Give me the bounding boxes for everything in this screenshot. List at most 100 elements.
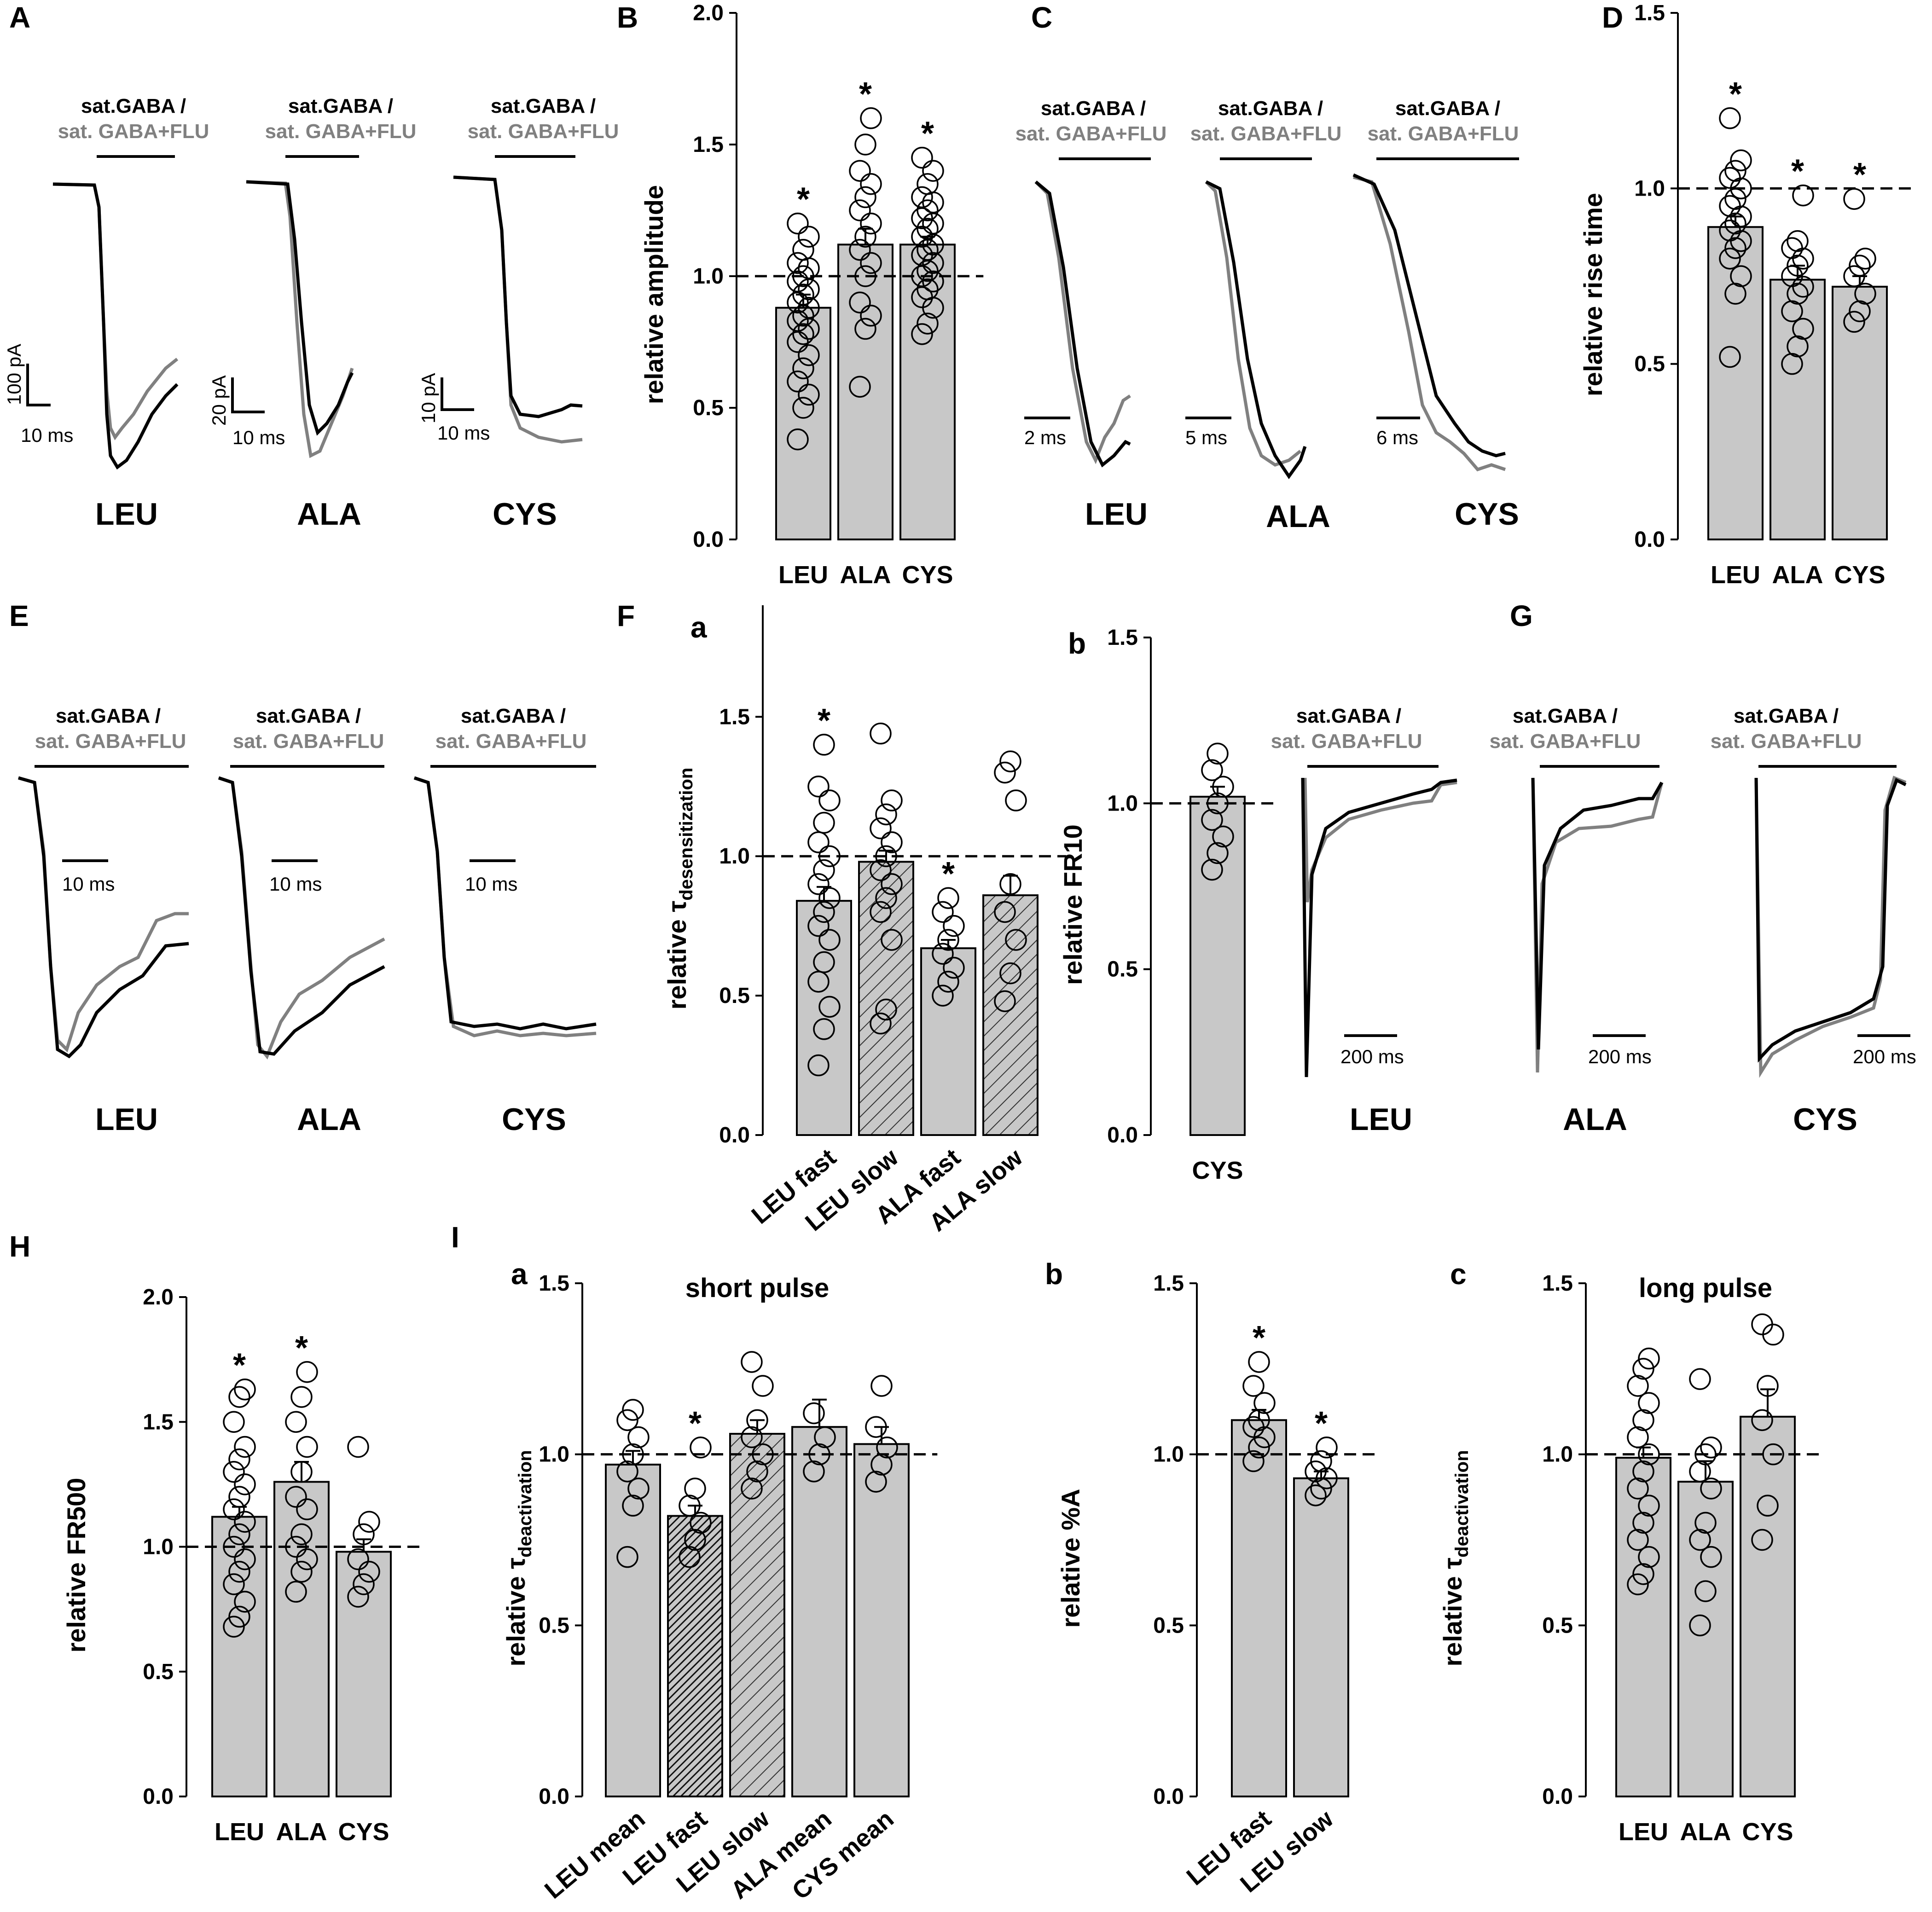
legend-line1: sat.GABA / — [1395, 97, 1500, 120]
data-point — [228, 1448, 250, 1471]
data-point — [813, 811, 835, 834]
data-point — [296, 1548, 318, 1570]
data-point — [1627, 1477, 1649, 1500]
y-axis-label: relative τdeactivation — [501, 1450, 535, 1666]
data-point — [922, 252, 944, 274]
data-point — [881, 873, 903, 895]
data-point — [875, 998, 897, 1021]
data-point — [937, 971, 959, 993]
data-point — [679, 1495, 701, 1517]
trace-flu — [453, 175, 583, 444]
panel-label-Ib: b — [1045, 1257, 1063, 1291]
legend-line2: sat. GABA+FLU — [233, 730, 384, 753]
category-label: LEU — [215, 1818, 264, 1846]
category-label: LEU — [1711, 561, 1760, 589]
scale-x-label: 6 ms — [1376, 427, 1418, 448]
data-point — [1854, 248, 1876, 270]
data-point — [1207, 842, 1229, 864]
bar-leu — [775, 307, 831, 540]
significance-star: * — [1791, 153, 1804, 190]
panel-label-C: C — [1031, 1, 1052, 34]
data-point — [1305, 1460, 1327, 1483]
data-point — [296, 1361, 318, 1383]
category-label: CYS — [1192, 1157, 1243, 1184]
data-point — [798, 226, 820, 248]
bar-cys — [1832, 285, 1888, 540]
data-point — [814, 1426, 836, 1448]
data-point — [798, 296, 820, 319]
trace-control — [52, 182, 179, 470]
bar-cys-mean — [853, 1443, 910, 1798]
trace-flu — [218, 776, 385, 1060]
significance-star: * — [818, 702, 830, 739]
data-point — [1310, 1477, 1332, 1500]
bar-leu-fast — [667, 1515, 723, 1797]
bar-ala-slow — [982, 894, 1039, 1136]
data-point — [792, 305, 814, 327]
y-tick-label: 0.0 — [719, 1123, 750, 1147]
data-point — [1212, 776, 1234, 798]
data-point — [807, 873, 830, 895]
panel-label-I: I — [451, 1221, 459, 1254]
data-point — [876, 1437, 898, 1459]
data-point — [854, 133, 876, 156]
y-tick-label: 2.0 — [693, 1, 724, 25]
data-point — [917, 218, 939, 240]
data-point — [932, 985, 954, 1007]
data-point — [223, 1616, 245, 1638]
data-point — [1843, 311, 1865, 333]
bar-ala — [1770, 278, 1826, 540]
data-point — [1632, 1460, 1654, 1483]
data-point — [228, 1561, 250, 1583]
trace-label: ALA — [1563, 1102, 1627, 1137]
trace-label: ALA — [297, 1102, 361, 1137]
legend-line1: sat.GABA / — [461, 705, 566, 727]
data-point — [860, 107, 882, 129]
data-point — [296, 1436, 318, 1458]
data-point — [1638, 1443, 1660, 1466]
bar-leu-mean — [605, 1463, 661, 1797]
data-point — [228, 1386, 250, 1408]
y-tick-label: 0.5 — [1634, 352, 1665, 377]
data-point — [1310, 1450, 1332, 1472]
scale-x-label: 2 ms — [1024, 427, 1066, 448]
trace-flu — [246, 180, 354, 458]
legend-line2: sat. GABA+FLU — [1190, 122, 1342, 145]
category-label: CYS — [1742, 1818, 1793, 1846]
legend-line2: sat. GABA+FLU — [1015, 122, 1167, 145]
data-point — [1781, 300, 1803, 323]
y-tick-label: 1.5 — [693, 133, 724, 157]
data-point — [1316, 1467, 1338, 1489]
data-point — [792, 284, 814, 306]
data-point — [803, 1460, 825, 1483]
data-point — [347, 1548, 369, 1570]
data-point — [1724, 237, 1746, 259]
y-tick-label: 1.0 — [1153, 1443, 1184, 1467]
data-point — [922, 270, 944, 293]
y-tick-label: 0.5 — [719, 984, 750, 1008]
y-tick-label: 1.0 — [693, 264, 724, 289]
trace-flu — [52, 182, 179, 440]
data-point — [792, 323, 814, 345]
data-point — [1201, 809, 1223, 831]
y-axis-label: relative rise time — [1578, 193, 1607, 396]
trace-label: ALA — [1266, 499, 1330, 534]
data-point — [1751, 1313, 1773, 1335]
data-point — [353, 1573, 375, 1595]
data-point — [849, 291, 871, 313]
y-tick-label: 1.5 — [539, 1271, 569, 1296]
data-point — [1638, 1546, 1660, 1568]
data-point — [1781, 265, 1803, 287]
data-point — [1787, 283, 1809, 305]
data-point — [622, 1495, 644, 1517]
data-point — [798, 318, 820, 340]
data-point — [860, 305, 882, 327]
data-point — [787, 371, 809, 393]
y-axis-label: relative amplitude — [639, 185, 668, 404]
data-point — [223, 1411, 245, 1433]
trace-control — [1301, 777, 1457, 1078]
chart-B-relative-amplitude: 0.0 0.5 1.0 1.5 2.0 * LEU * ALA * CYS relative ampl… — [639, 1, 984, 589]
data-point — [1730, 265, 1752, 287]
